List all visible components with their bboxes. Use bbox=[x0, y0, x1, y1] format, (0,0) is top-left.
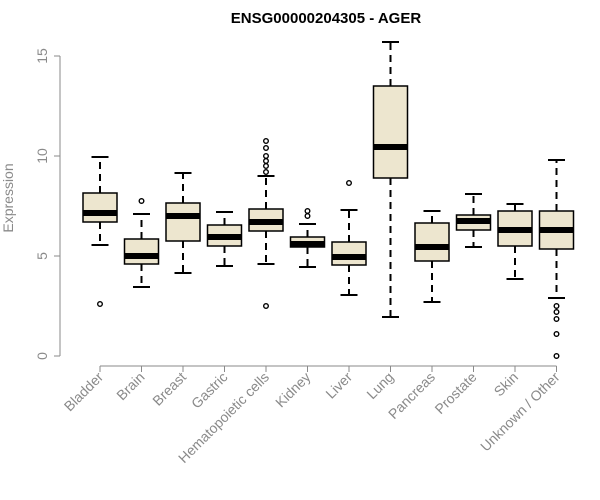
box-hematopoietic-cells bbox=[248, 137, 284, 310]
box-iqr bbox=[372, 85, 409, 179]
outlier-point bbox=[553, 309, 560, 316]
outlier-point bbox=[304, 212, 311, 219]
box-kidney bbox=[289, 207, 326, 268]
box-brain bbox=[123, 197, 160, 288]
outlier-point bbox=[304, 207, 311, 214]
x-category-label: Liver bbox=[322, 369, 355, 402]
box-breast bbox=[165, 172, 201, 274]
outlier-point bbox=[263, 303, 270, 310]
box-iqr bbox=[414, 222, 450, 262]
outlier-point bbox=[263, 152, 270, 159]
x-category-label: Unknown / Other bbox=[477, 369, 563, 455]
box-unknown-other bbox=[538, 159, 575, 360]
x-category-label: Skin bbox=[491, 369, 522, 400]
x-category-label: Prostate bbox=[431, 369, 479, 417]
y-tick-label: 15 bbox=[34, 48, 50, 64]
y-tick-label: 10 bbox=[34, 148, 50, 164]
chart-title: ENSG00000204305 - AGER bbox=[231, 10, 422, 27]
y-axis: 0 5 10 15 bbox=[34, 48, 61, 360]
outlier-point bbox=[96, 301, 103, 308]
outlier-point bbox=[263, 168, 270, 175]
x-category-label: Kidney bbox=[272, 369, 314, 411]
y-tick-label: 0 bbox=[34, 352, 50, 360]
box-bladder bbox=[82, 156, 118, 308]
box-iqr bbox=[331, 241, 367, 266]
box-gastric bbox=[206, 211, 243, 267]
outlier-point bbox=[553, 331, 560, 338]
x-category-label: Bladder bbox=[61, 369, 107, 415]
outlier-point bbox=[553, 316, 560, 323]
outlier-point bbox=[263, 157, 270, 164]
box-pancreas bbox=[414, 210, 450, 303]
y-axis-title: Expression bbox=[0, 163, 16, 232]
y-tick-label: 5 bbox=[34, 252, 50, 260]
outlier-point bbox=[553, 303, 560, 310]
box-lung bbox=[372, 41, 409, 318]
x-category-label: Brain bbox=[113, 369, 147, 403]
box-prostate bbox=[455, 193, 492, 248]
outlier-point bbox=[553, 353, 560, 360]
box-iqr bbox=[123, 238, 160, 265]
box-iqr bbox=[82, 192, 118, 223]
box-skin bbox=[497, 203, 533, 280]
box-liver bbox=[331, 179, 367, 296]
outlier-point bbox=[138, 197, 145, 204]
box-series bbox=[82, 41, 575, 360]
x-category-label: Breast bbox=[149, 369, 189, 409]
x-category-label: Lung bbox=[363, 369, 396, 402]
outlier-point bbox=[263, 162, 270, 169]
box-iqr bbox=[165, 202, 201, 242]
outlier-point bbox=[263, 144, 270, 151]
outlier-point bbox=[263, 137, 270, 144]
outlier-point bbox=[346, 179, 353, 186]
